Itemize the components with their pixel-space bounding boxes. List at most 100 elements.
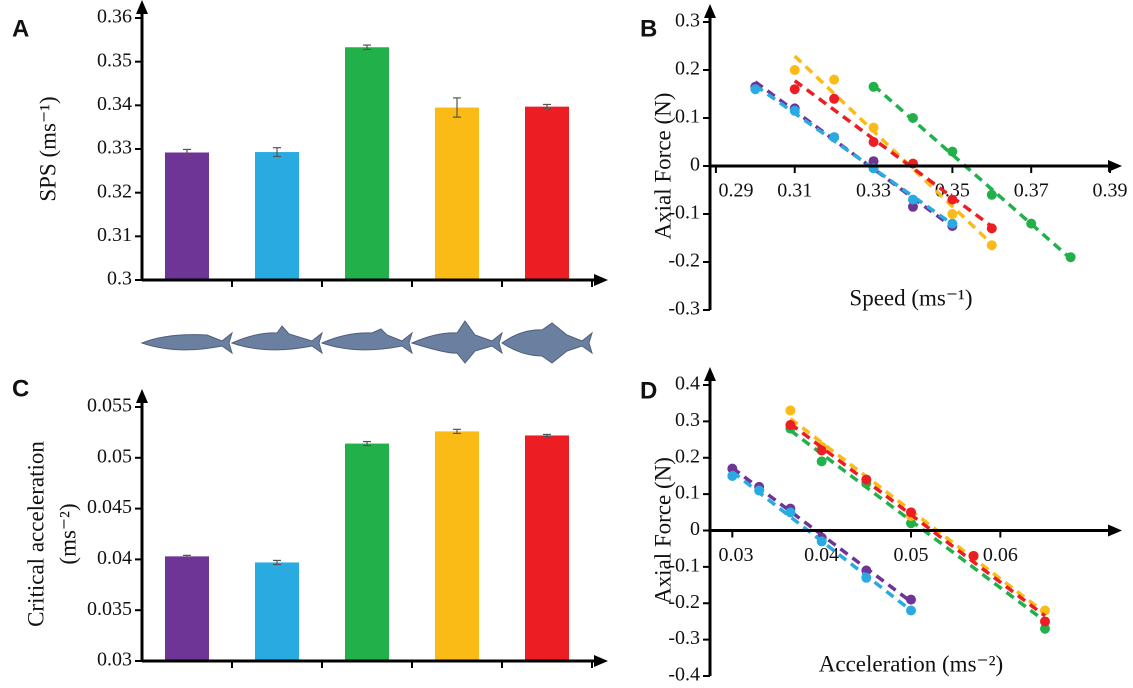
y-tick-label: -0.3 <box>668 627 700 649</box>
panel-letter: B <box>640 15 657 42</box>
y-tick-label: 0.03 <box>97 649 132 671</box>
y-axis-title: Critical acceleration <box>23 441 48 627</box>
bar <box>165 152 209 280</box>
point <box>816 456 827 467</box>
point <box>868 156 879 167</box>
y-tick-label: 0.32 <box>97 180 132 202</box>
point <box>789 84 800 95</box>
point <box>906 605 916 616</box>
point <box>947 194 958 205</box>
x-tick-label: 0.06 <box>983 544 1018 566</box>
panel-letter: C <box>12 375 29 402</box>
point <box>947 218 958 229</box>
point <box>906 594 916 605</box>
y-tick-label: -0.3 <box>668 298 700 320</box>
x-tick-label: 0.05 <box>894 544 929 566</box>
point <box>861 572 872 583</box>
fit-line <box>789 417 1047 615</box>
bar <box>255 152 299 280</box>
point <box>785 507 796 518</box>
fit-line <box>789 422 1047 618</box>
x-tick-label: 0.39 <box>1093 180 1128 202</box>
y-axis-title: SPS (ms⁻¹) <box>35 96 60 201</box>
y-tick-label: 0.04 <box>97 547 132 569</box>
x-tick-label: 0.03 <box>719 544 754 566</box>
y-tick-label: 0.2 <box>675 445 700 467</box>
panel-letter: D <box>640 377 657 404</box>
point <box>816 536 827 547</box>
point <box>968 550 979 561</box>
y-axis-title: Axial Force (N) <box>650 93 675 240</box>
y-tick-label: 0.3 <box>675 409 700 431</box>
point <box>727 470 738 481</box>
axis-arrow <box>594 274 608 286</box>
point <box>907 194 918 205</box>
y-tick-label: -0.4 <box>668 664 700 686</box>
fit-line <box>793 54 994 246</box>
y-tick-label: -0.2 <box>668 591 700 613</box>
panel-letter: A <box>12 15 29 42</box>
y-axis-title: Axial Force (N) <box>650 457 675 604</box>
y-tick-label: -0.2 <box>668 250 700 272</box>
y-axis-title: (ms⁻²) <box>55 503 80 564</box>
axis-arrow <box>136 389 148 403</box>
bar <box>435 431 479 661</box>
y-tick-label: 0 <box>690 518 700 540</box>
point <box>789 65 800 75</box>
bar <box>525 106 569 280</box>
y-tick-label: 0.4 <box>675 373 700 395</box>
y-tick-label: -0.1 <box>668 554 700 576</box>
point <box>785 420 796 431</box>
x-tick-label: 0.37 <box>1014 180 1049 202</box>
point <box>829 132 840 143</box>
x-tick-label: 0.04 <box>804 544 839 566</box>
point <box>829 93 840 104</box>
point <box>1026 218 1037 229</box>
point <box>868 81 879 92</box>
x-tick-label: 0.31 <box>777 180 812 202</box>
y-tick-label: 0.34 <box>97 93 132 115</box>
point <box>906 507 916 518</box>
y-tick-label: 0.045 <box>87 496 132 518</box>
point <box>986 240 997 251</box>
bar <box>345 443 389 661</box>
y-tick-label: 0.36 <box>97 6 132 28</box>
fish-icon <box>410 320 503 364</box>
point <box>1065 252 1076 263</box>
fish-icon <box>140 331 233 355</box>
point <box>986 223 997 234</box>
point <box>1040 616 1050 627</box>
bar <box>525 435 569 661</box>
point <box>1040 623 1050 634</box>
y-tick-label: 0.35 <box>97 49 132 71</box>
y-tick-label: 0.2 <box>675 58 700 80</box>
point <box>947 146 958 157</box>
axis-arrow <box>594 655 608 667</box>
point <box>816 445 827 456</box>
fit-line <box>789 429 1047 623</box>
y-tick-label: 0.055 <box>87 395 132 417</box>
fit-line <box>793 79 993 228</box>
point <box>907 113 918 123</box>
fit-line <box>754 84 954 226</box>
x-tick-label: 0.35 <box>935 180 970 202</box>
point <box>754 485 765 496</box>
point <box>986 189 997 200</box>
bar <box>255 562 299 661</box>
point <box>789 105 800 116</box>
point <box>829 74 840 85</box>
axis-arrow <box>136 0 148 14</box>
fit-line <box>872 84 1072 260</box>
x-tick-label: 0.29 <box>719 180 754 202</box>
bar <box>345 47 389 280</box>
point <box>750 84 761 95</box>
point <box>907 201 918 212</box>
axis-arrow <box>704 367 716 381</box>
fish-icon <box>501 322 593 364</box>
bar <box>435 107 479 281</box>
point <box>727 463 738 474</box>
point <box>861 474 872 485</box>
x-axis-title: Acceleration (ms⁻²) <box>819 651 1003 676</box>
y-tick-label: 0.3 <box>107 268 132 290</box>
